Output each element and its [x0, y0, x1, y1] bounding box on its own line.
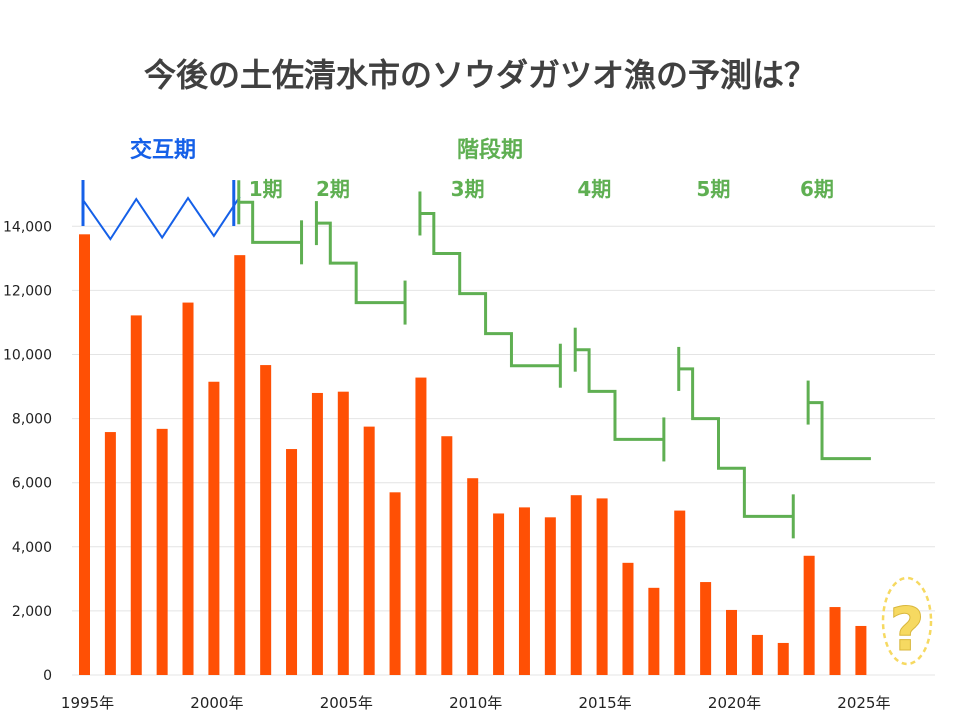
- question-mark-icon: ?: [890, 595, 925, 665]
- bar: [777, 642, 789, 675]
- y-tick-label: 6,000: [12, 476, 52, 492]
- stepped-trend-line: [316, 221, 406, 305]
- bar: [518, 507, 530, 675]
- y-tick-label: 12,000: [3, 283, 52, 299]
- bar: [286, 449, 298, 675]
- bar: [596, 498, 608, 675]
- chart-title: 今後の土佐清水市のソウダガツオ漁の予測は？: [144, 56, 816, 94]
- stepped-trend-line: [575, 348, 664, 441]
- stepped-trend-line: [419, 211, 561, 368]
- bar: [79, 234, 90, 675]
- alternating-zigzag: [82, 196, 241, 241]
- x-tick-label: 2015年: [579, 694, 632, 712]
- y-tick-label: 0: [43, 668, 52, 684]
- alternating-period-label: 交互期: [130, 137, 196, 163]
- y-tick-label: 10,000: [3, 348, 52, 364]
- bar: [467, 478, 479, 675]
- x-tick-label: 2020年: [708, 694, 761, 712]
- bar: [726, 609, 737, 675]
- bar: [648, 587, 660, 675]
- bar: [829, 607, 841, 675]
- question-marker: ?: [881, 576, 933, 666]
- bar: [234, 255, 246, 675]
- bar: [855, 625, 867, 675]
- bar: [674, 510, 686, 675]
- bars: [79, 234, 867, 675]
- y-tick-label: 8,000: [12, 412, 52, 428]
- x-axis-ticks: 1995年 2000年 2005年 2010年 2015年 2020年 2025年: [61, 694, 891, 712]
- y-tick-label: 2,000: [12, 604, 52, 620]
- bar: [208, 381, 220, 675]
- period-label: 6期: [800, 177, 834, 201]
- period-label: 4期: [577, 177, 611, 201]
- trend-annotations: 1期 2期 3期 4期 5期 6期: [81, 177, 871, 539]
- bar: [622, 562, 634, 675]
- bar: [415, 377, 427, 675]
- stepped-trend-line: [238, 200, 302, 244]
- period-label: 5期: [696, 177, 730, 201]
- y-tick-label: 14,000: [3, 219, 52, 235]
- bar: [182, 302, 194, 675]
- bar: [751, 634, 763, 675]
- bar: [337, 391, 349, 675]
- y-axis-ticks: 0 2,000 4,000 6,000 8,000 10,000 12,000 14,000: [3, 219, 52, 684]
- x-tick-label: 2000年: [190, 694, 243, 712]
- x-tick-label: 2010年: [449, 694, 502, 712]
- bar: [389, 492, 401, 675]
- x-tick-label: 2025年: [837, 694, 890, 712]
- stepped-period-label: 階段期: [457, 137, 523, 163]
- question-ellipse: [881, 576, 933, 666]
- bar: [260, 365, 272, 675]
- bar: [700, 582, 712, 675]
- bar: [130, 315, 142, 675]
- stepped-trend-line: [678, 367, 794, 518]
- bar: [803, 555, 815, 675]
- y-tick-label: 4,000: [12, 540, 52, 556]
- bar: [570, 495, 582, 675]
- period-label: 1期: [249, 177, 283, 201]
- bar: [441, 436, 453, 675]
- period-label: 3期: [451, 177, 485, 201]
- x-tick-label: 1995年: [61, 694, 114, 712]
- bar: [363, 426, 375, 675]
- bar: [493, 513, 505, 675]
- bar: [156, 428, 168, 675]
- bar: [311, 392, 323, 675]
- x-tick-label: 2005年: [320, 694, 373, 712]
- bar: [544, 517, 556, 675]
- bar: [104, 432, 116, 675]
- period-label: 2期: [316, 177, 350, 201]
- stepped-trend-line: [808, 401, 871, 461]
